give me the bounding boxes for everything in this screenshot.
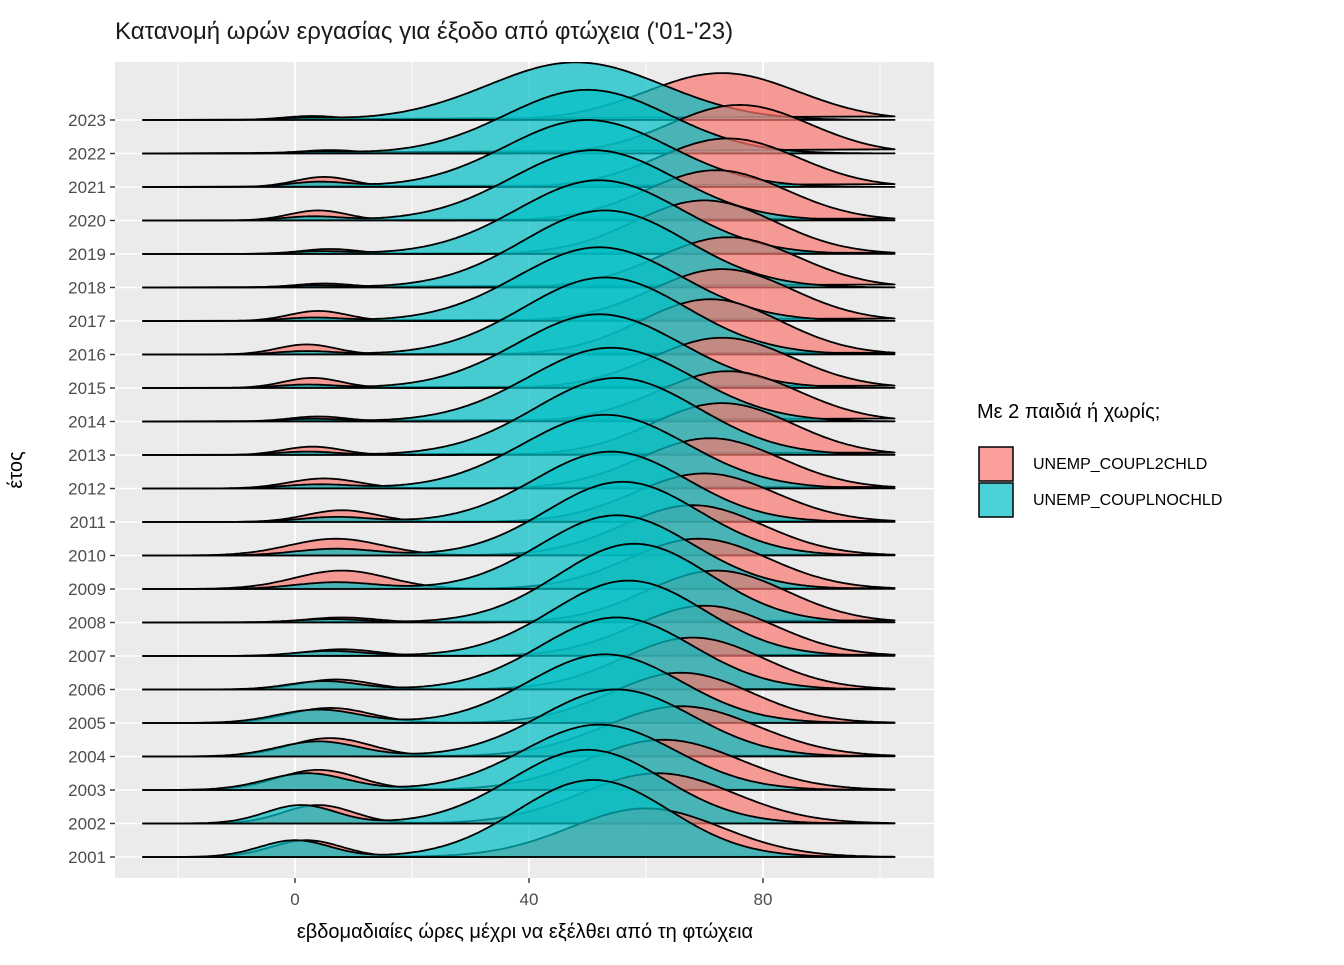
y-tick-label: 2007 (68, 647, 106, 666)
legend-title: Με 2 παιδιά ή χωρίς; (977, 401, 1160, 423)
ridge-2008-unemp_couplnochld (142, 542, 896, 624)
y-tick-label: 2002 (68, 815, 106, 834)
legend-item-label: UNEMP_COUPL2CHLD (1033, 456, 1207, 473)
y-tick-label: 2009 (68, 580, 106, 599)
y-tick-label: 2018 (68, 279, 106, 298)
y-tick-label: 2020 (68, 212, 106, 231)
y-tick-label: 2008 (68, 614, 106, 633)
x-tick-label: 80 (754, 890, 773, 909)
y-tick-label: 2022 (68, 145, 106, 164)
ridge-2003-unemp_couplnochld (142, 723, 896, 791)
y-tick-label: 2003 (68, 781, 106, 800)
ridge-2001-unemp_couplnochld (142, 779, 896, 858)
y-tick-label: 2016 (68, 346, 106, 365)
legend-swatch-unemp_couplnochld (978, 482, 1014, 518)
ridge-2002-unemp_couplnochld (142, 748, 896, 825)
axis-tick-labels: 0 40 80 2001 2002 2003 2004 2005 2006 2007 2008 200… (68, 111, 772, 909)
legend-item-label: UNEMP_COUPLNOCHLD (1033, 492, 1222, 509)
y-axis-title: έτος (5, 451, 27, 489)
ridge-2014-unemp_couplnochld (142, 346, 896, 423)
y-tick-label: 2006 (68, 681, 106, 700)
ridge-2007-unemp_couplnochld (142, 579, 896, 657)
ridge-2018-unemp_couplnochld (142, 209, 896, 289)
legend-items: UNEMP_COUPL2CHLD UNEMP_COUPLNOCHLD (978, 446, 1222, 518)
ridge-2016-unemp_couplnochld (142, 276, 896, 356)
x-tick-label: 40 (520, 890, 539, 909)
ridge-2005-unemp_couplnochld (142, 653, 896, 724)
ridge-2013-unemp_couplnochld (142, 377, 896, 456)
y-tick-label: 2013 (68, 446, 106, 465)
ridge-2011-unemp_couplnochld (142, 450, 896, 523)
y-tick-label: 2011 (69, 513, 106, 532)
x-tick-label: 0 (290, 890, 299, 909)
y-tick-label: 2023 (68, 111, 106, 130)
ridge-2012-unemp_couplnochld (142, 413, 896, 490)
ridges (142, 62, 896, 858)
y-tick-label: 2015 (68, 379, 106, 398)
ridge-2006-unemp_couplnochld (142, 616, 896, 691)
x-axis-title: εβδομαδιαίες ώρες μέχρι να εξέλθει από τ… (297, 921, 753, 943)
legend-swatch-unemp_coupl2chld (978, 446, 1014, 482)
y-tick-label: 2021 (68, 178, 106, 197)
y-tick-label: 2017 (68, 312, 106, 331)
y-tick-label: 2005 (68, 714, 106, 733)
ridge-2010-unemp_couplnochld (142, 480, 896, 557)
axis-ticks (110, 119, 764, 883)
ridge-2004-unemp_couplnochld (142, 688, 896, 758)
y-tick-label: 2012 (68, 480, 106, 499)
y-tick-label: 2004 (68, 748, 106, 767)
y-tick-label: 2019 (68, 245, 106, 264)
y-tick-label: 2001 (68, 848, 106, 867)
y-tick-label: 2014 (68, 413, 106, 432)
y-tick-label: 2010 (68, 547, 106, 566)
chart-title: Κατανομή ωρών εργασίας για έξοδο από φτώ… (115, 18, 733, 45)
legend: Με 2 παιδιά ή χωρίς; UNEMP_COUPL2CHLDUNE… (977, 401, 1222, 518)
